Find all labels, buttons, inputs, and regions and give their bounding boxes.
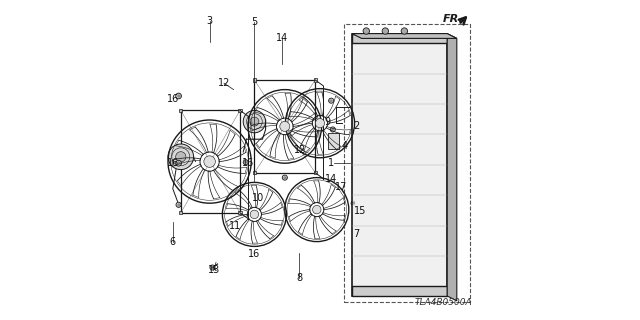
Bar	[253, 78, 256, 82]
Circle shape	[280, 121, 290, 132]
Circle shape	[330, 127, 335, 132]
Text: 14: 14	[325, 174, 337, 184]
Text: TLA4B0500A: TLA4B0500A	[414, 298, 472, 307]
Bar	[253, 171, 256, 174]
Text: 9: 9	[325, 116, 331, 127]
Text: 7: 7	[354, 228, 360, 239]
Circle shape	[316, 119, 324, 128]
Text: 16: 16	[166, 158, 179, 168]
Bar	[239, 211, 242, 214]
Circle shape	[168, 144, 194, 170]
Circle shape	[282, 175, 287, 180]
Circle shape	[175, 93, 182, 99]
Circle shape	[210, 265, 215, 270]
Circle shape	[204, 156, 215, 167]
Text: 16: 16	[166, 94, 179, 104]
Text: 15: 15	[354, 206, 366, 216]
Text: 13: 13	[207, 265, 220, 276]
Bar	[352, 34, 447, 43]
Circle shape	[382, 28, 388, 34]
Circle shape	[250, 117, 259, 126]
Text: 8: 8	[296, 273, 302, 284]
Text: 3: 3	[207, 16, 212, 26]
Circle shape	[351, 201, 356, 206]
Text: 1: 1	[328, 158, 334, 168]
Text: 14: 14	[275, 33, 288, 44]
Bar	[181, 110, 240, 213]
Text: 4: 4	[341, 140, 347, 151]
Text: 10: 10	[252, 193, 264, 204]
Text: 6: 6	[170, 236, 176, 247]
Text: 12: 12	[294, 145, 306, 156]
Circle shape	[363, 28, 369, 34]
Circle shape	[176, 202, 181, 207]
Circle shape	[175, 152, 186, 162]
Bar	[352, 286, 447, 296]
Bar	[344, 24, 470, 302]
Text: 12: 12	[218, 78, 230, 88]
Text: 2: 2	[354, 121, 360, 132]
Circle shape	[243, 110, 266, 133]
Circle shape	[401, 28, 408, 34]
Circle shape	[248, 120, 254, 125]
Bar	[239, 109, 242, 112]
Text: 16: 16	[248, 249, 260, 260]
Circle shape	[175, 160, 182, 166]
Bar	[314, 171, 317, 174]
Bar	[352, 34, 447, 296]
Text: 17: 17	[335, 182, 347, 192]
Text: 5: 5	[252, 17, 257, 28]
Polygon shape	[447, 34, 457, 301]
Text: FR.: FR.	[443, 14, 463, 24]
Bar	[179, 211, 182, 214]
Circle shape	[329, 98, 334, 103]
Text: 11: 11	[229, 220, 241, 231]
Polygon shape	[352, 34, 457, 38]
Bar	[254, 80, 315, 173]
Bar	[179, 109, 182, 112]
Circle shape	[250, 210, 259, 219]
Circle shape	[312, 205, 321, 214]
Text: 16: 16	[242, 158, 254, 168]
Circle shape	[243, 160, 248, 165]
Bar	[314, 78, 317, 82]
Bar	[328, 133, 339, 149]
